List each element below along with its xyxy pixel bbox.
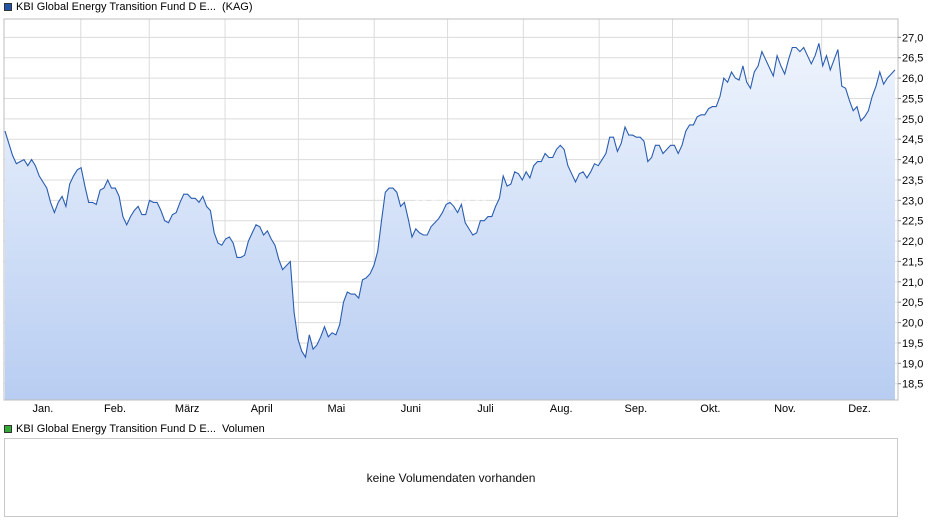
- y-axis: 18,5 19,0 19,5 20,0 20,5 21,0 21,5 22,0 22,5 23,0…: [898, 32, 923, 391]
- y-tick-label: 23,5: [902, 175, 923, 187]
- volume-legend-suffix: Volumen: [221, 423, 265, 435]
- volume-panel: keine Volumendaten vorhanden: [4, 438, 898, 517]
- y-tick-label: 23,0: [902, 195, 923, 207]
- volume-legend-swatch: [4, 425, 12, 433]
- price-legend-name: KBI Global Energy Transition Fund D E...: [16, 1, 216, 13]
- x-tick-label: Dez.: [848, 403, 871, 415]
- y-tick-label: 18,5: [902, 379, 923, 391]
- y-tick-label: 24,5: [902, 134, 923, 146]
- y-tick-label: 25,5: [902, 93, 923, 105]
- y-tick-label: 21,5: [902, 256, 923, 268]
- y-tick-label: 19,5: [902, 338, 923, 350]
- x-tick-label: März: [175, 403, 199, 415]
- volume-legend-name: KBI Global Energy Transition Fund D E...: [16, 423, 216, 435]
- plot-frame: [3, 18, 899, 401]
- y-tick-label: 22,0: [902, 236, 923, 248]
- y-tick-label: 26,0: [902, 73, 923, 85]
- price-legend: KBI Global Energy Transition Fund D E...…: [4, 0, 253, 14]
- x-tick-label: Aug.: [550, 403, 573, 415]
- x-tick-label: Feb.: [104, 403, 126, 415]
- x-tick-label: Juni: [401, 403, 421, 415]
- x-tick-label: April: [251, 403, 273, 415]
- x-tick-label: Nov.: [774, 403, 796, 415]
- price-legend-suffix: (KAG): [221, 1, 253, 13]
- y-tick-label: 26,5: [902, 53, 923, 65]
- x-tick-label: Juli: [477, 403, 494, 415]
- volume-empty-message: keine Volumendaten vorhanden: [366, 470, 536, 485]
- y-tick-label: 24,0: [902, 155, 923, 167]
- y-tick-label: 21,0: [902, 277, 923, 289]
- y-tick-label: 27,0: [902, 32, 923, 44]
- price-chart: ARIVA Jan. Feb. März April Mai Juni Juli Aug. Se…: [3, 18, 923, 415]
- y-tick-label: 20,0: [902, 318, 923, 330]
- price-line: [4, 43, 896, 359]
- volume-legend: KBI Global Energy Transition Fund D E...…: [4, 422, 265, 436]
- price-legend-swatch: [4, 3, 12, 11]
- x-tick-label: Mai: [327, 403, 345, 415]
- y-tick-label: 19,0: [902, 358, 923, 370]
- y-tick-label: 22,5: [902, 216, 923, 228]
- watermark-logo: ARIVA: [410, 186, 490, 216]
- x-tick-label: Sep.: [625, 403, 648, 415]
- y-tick-label: 25,0: [902, 114, 923, 126]
- x-tick-label: Okt.: [700, 403, 720, 415]
- x-axis: Jan. Feb. März April Mai Juni Juli Aug. Sep. Okt.…: [32, 403, 870, 415]
- y-tick-label: 20,5: [902, 297, 923, 309]
- price-area: [5, 43, 895, 401]
- x-tick-label: Jan.: [32, 403, 53, 415]
